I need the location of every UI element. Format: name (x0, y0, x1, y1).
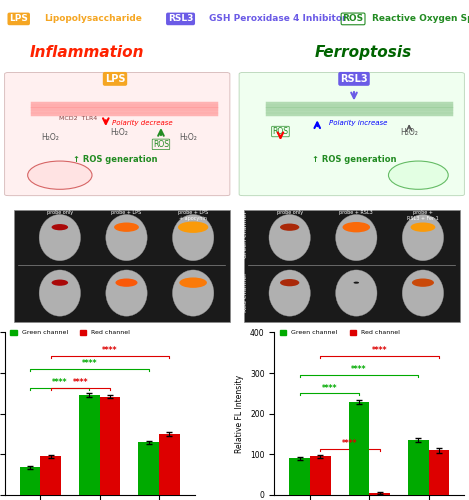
Text: GSH Peroxidase 4 Inhibitor: GSH Peroxidase 4 Inhibitor (209, 14, 347, 24)
Text: Inflammation: Inflammation (30, 45, 144, 60)
Text: H₂O₂: H₂O₂ (111, 128, 129, 138)
Text: Green channel: Green channel (11, 212, 16, 258)
Text: probe + RSL3: probe + RSL3 (340, 210, 373, 215)
Bar (348, 402, 370, 495)
Bar (79, 395, 99, 495)
Ellipse shape (269, 270, 310, 316)
Ellipse shape (354, 282, 359, 284)
Text: ****: **** (82, 359, 97, 368)
Text: ****: **** (52, 378, 68, 387)
Text: ROS: ROS (272, 127, 288, 136)
Ellipse shape (52, 224, 68, 230)
Text: Polarity decrease: Polarity decrease (112, 120, 173, 126)
Text: probe only: probe only (277, 210, 303, 215)
Text: ROS: ROS (342, 14, 363, 24)
Bar (159, 434, 180, 495)
FancyBboxPatch shape (239, 72, 464, 196)
Ellipse shape (39, 214, 81, 260)
Ellipse shape (173, 214, 214, 260)
Ellipse shape (179, 278, 207, 288)
Ellipse shape (336, 270, 377, 316)
Ellipse shape (52, 280, 68, 286)
Bar (20, 468, 40, 495)
Ellipse shape (280, 224, 299, 231)
Text: ROS: ROS (153, 140, 169, 149)
Text: LPS: LPS (105, 74, 125, 84)
Text: Reactive Oxygen Species: Reactive Oxygen Species (372, 14, 469, 24)
Text: Polarity increase: Polarity increase (329, 120, 388, 126)
Ellipse shape (402, 270, 444, 316)
Bar (429, 450, 449, 495)
Text: H₂O₂: H₂O₂ (400, 128, 418, 138)
Ellipse shape (28, 161, 92, 190)
Text: Lipopolysaccharide: Lipopolysaccharide (44, 14, 142, 24)
Text: ↑ ROS generation: ↑ ROS generation (312, 156, 396, 164)
Ellipse shape (280, 279, 299, 286)
Ellipse shape (178, 222, 208, 233)
Legend: Green channel, Red channel: Green channel, Red channel (278, 328, 402, 338)
Text: ****: **** (102, 346, 118, 354)
Ellipse shape (342, 222, 370, 232)
Bar (408, 440, 429, 495)
Text: probe + LPS: probe + LPS (112, 210, 142, 215)
Ellipse shape (336, 214, 377, 260)
Ellipse shape (114, 222, 139, 232)
Ellipse shape (106, 214, 147, 260)
Bar (310, 456, 331, 495)
Ellipse shape (412, 278, 434, 287)
Text: probe only: probe only (47, 210, 73, 215)
Ellipse shape (388, 161, 448, 190)
Text: RSL3: RSL3 (168, 14, 193, 24)
Text: Green channel: Green channel (243, 212, 249, 258)
Y-axis label: Relative FL Intensity: Relative FL Intensity (235, 374, 244, 452)
Ellipse shape (410, 222, 435, 232)
FancyBboxPatch shape (5, 72, 230, 196)
Text: ****: **** (351, 365, 367, 374)
Ellipse shape (106, 270, 147, 316)
Ellipse shape (39, 270, 81, 316)
Text: ****: **** (372, 346, 387, 354)
FancyBboxPatch shape (14, 210, 230, 322)
Text: LPS: LPS (9, 14, 28, 24)
Bar (99, 396, 121, 495)
Text: Ferroptosis: Ferroptosis (315, 45, 412, 60)
Ellipse shape (173, 270, 214, 316)
Ellipse shape (402, 214, 444, 260)
Text: RSL3: RSL3 (340, 74, 368, 84)
Legend: Green channel, Red channel: Green channel, Red channel (8, 328, 133, 338)
Text: Red channel: Red channel (11, 274, 16, 312)
Bar (138, 442, 159, 495)
Ellipse shape (115, 278, 137, 287)
Bar (289, 458, 310, 495)
Text: MCD2  TLR4: MCD2 TLR4 (59, 116, 98, 121)
Text: ↑ ROS generation: ↑ ROS generation (73, 156, 157, 164)
Text: ****: **** (73, 378, 88, 387)
FancyBboxPatch shape (244, 210, 460, 322)
Text: ****: **** (322, 384, 337, 392)
Text: H₂O₂: H₂O₂ (180, 134, 197, 142)
Bar (370, 493, 390, 495)
Bar (40, 456, 61, 495)
Text: probe +
RSL3 + Fer-1: probe + RSL3 + Fer-1 (407, 210, 439, 220)
Text: ****: **** (342, 439, 358, 448)
Text: probe + LPS
+ apocynin: probe + LPS + apocynin (178, 210, 208, 220)
Text: Red channel: Red channel (243, 274, 249, 312)
Text: H₂O₂: H₂O₂ (42, 134, 60, 142)
Ellipse shape (269, 214, 310, 260)
